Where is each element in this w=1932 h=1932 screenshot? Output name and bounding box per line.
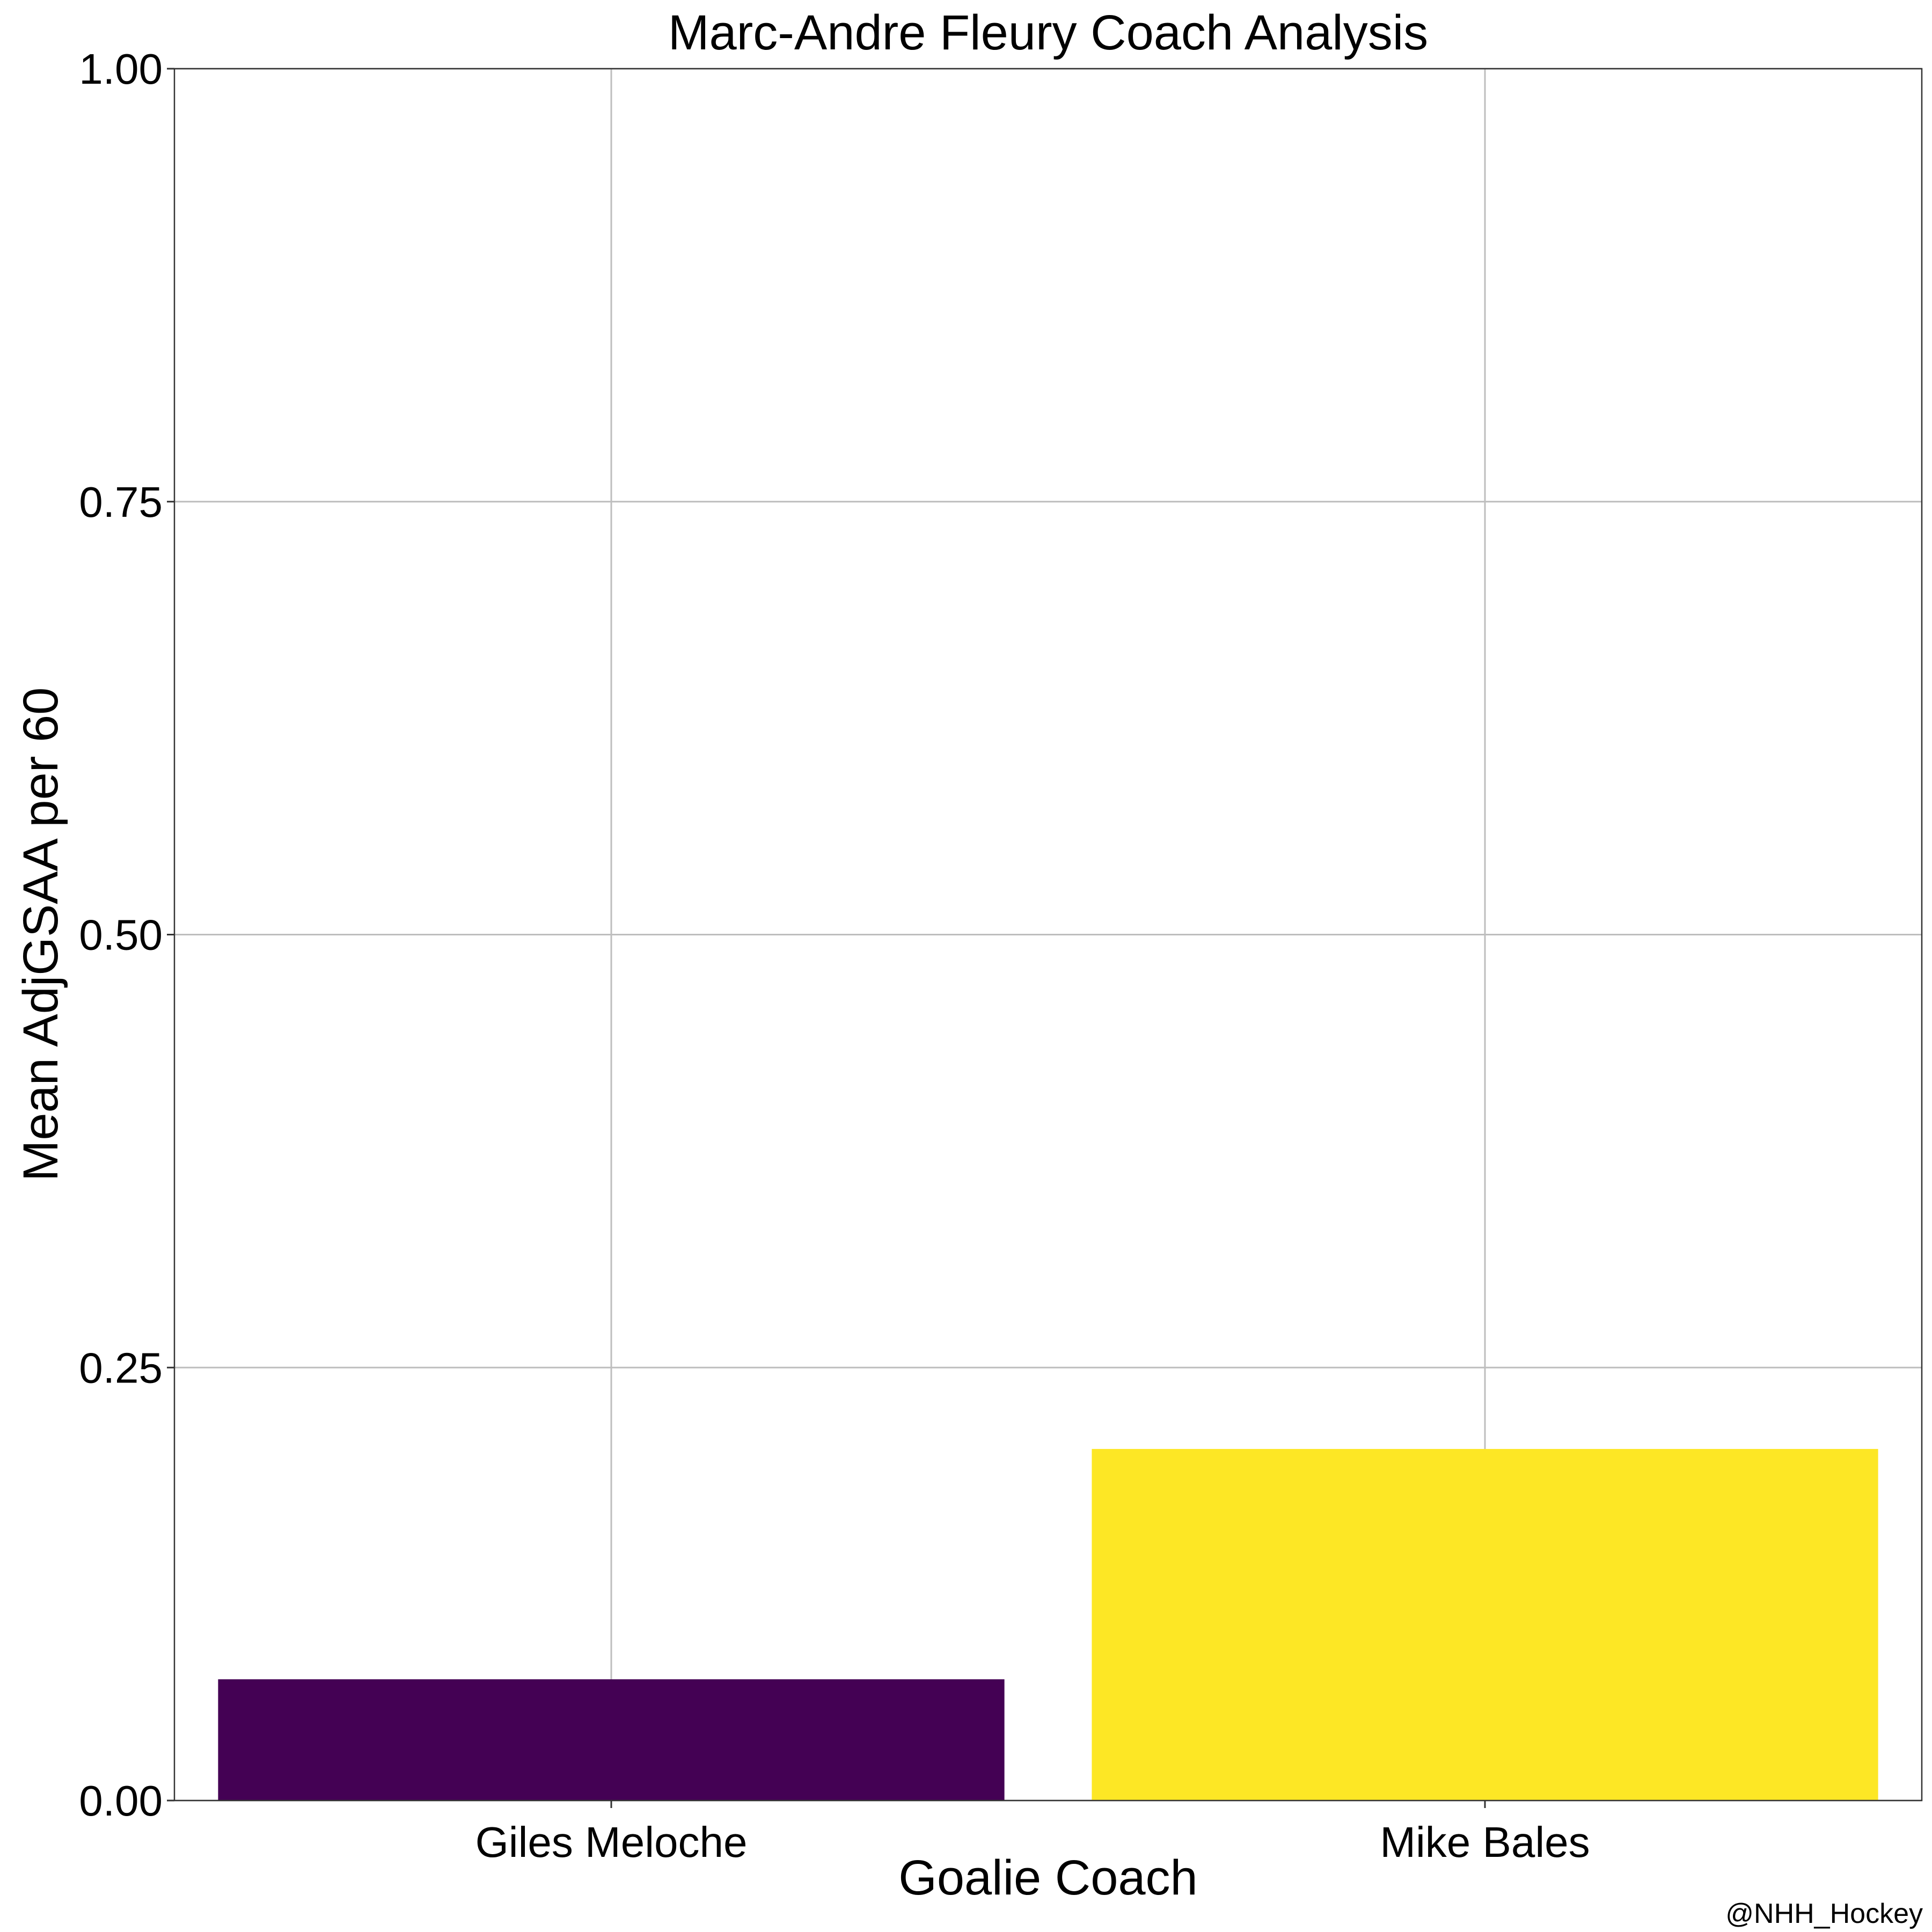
y-tick-label: 0.50 <box>79 911 163 959</box>
y-tick-label: 0.25 <box>79 1344 163 1392</box>
x-tick-label: Giles Meloche <box>475 1818 748 1866</box>
bars <box>218 1448 1878 1801</box>
bar <box>1092 1448 1878 1801</box>
y-axis-title: Mean AdjGSAA per 60 <box>13 687 68 1182</box>
y-tick-label: 0.75 <box>79 478 163 526</box>
bar <box>218 1679 1005 1801</box>
x-tick-label: Mike Bales <box>1380 1818 1590 1866</box>
y-tick-label: 1.00 <box>79 45 163 93</box>
y-tick-label: 0.00 <box>79 1777 163 1825</box>
x-axis: Giles Meloche Mike Bales <box>475 1801 1590 1866</box>
x-axis-title: Goalie Coach <box>898 1850 1197 1905</box>
caption: @NHH_Hockey <box>1725 1898 1923 1929</box>
y-axis: 0.00 0.25 0.50 0.75 1.00 <box>79 45 174 1825</box>
chart-title: Marc-Andre Fleury Coach Analysis <box>668 5 1428 60</box>
